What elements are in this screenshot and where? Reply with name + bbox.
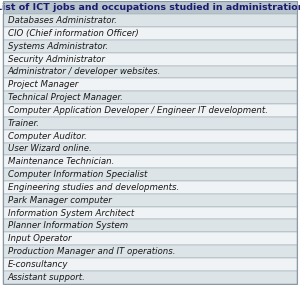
FancyBboxPatch shape [3,14,297,27]
FancyBboxPatch shape [3,130,297,142]
Text: Production Manager and IT operations.: Production Manager and IT operations. [8,247,175,256]
FancyBboxPatch shape [3,207,297,219]
Text: Administrator / developer websites.: Administrator / developer websites. [8,68,161,76]
FancyBboxPatch shape [3,40,297,53]
Text: Computer Information Specialist: Computer Information Specialist [8,170,147,179]
Text: Maintenance Technician.: Maintenance Technician. [8,157,114,166]
FancyBboxPatch shape [3,27,297,40]
FancyBboxPatch shape [3,258,297,271]
FancyBboxPatch shape [3,219,297,232]
FancyBboxPatch shape [3,66,297,78]
Text: Technical Project Manager.: Technical Project Manager. [8,93,122,102]
Text: E-consultancy: E-consultancy [8,260,68,269]
Text: Input Operator: Input Operator [8,234,71,243]
FancyBboxPatch shape [3,117,297,130]
Text: Engineering studies and developments.: Engineering studies and developments. [8,183,179,192]
Text: Planner Information System: Planner Information System [8,221,127,230]
Text: Computer Application Developer / Engineer IT development.: Computer Application Developer / Enginee… [8,106,268,115]
FancyBboxPatch shape [3,104,297,117]
FancyBboxPatch shape [3,78,297,91]
Text: User Wizard online.: User Wizard online. [8,144,91,153]
FancyBboxPatch shape [3,155,297,168]
FancyBboxPatch shape [3,142,297,155]
FancyBboxPatch shape [3,181,297,194]
FancyBboxPatch shape [3,168,297,181]
Text: Databases Administrator.: Databases Administrator. [8,16,116,25]
FancyBboxPatch shape [3,91,297,104]
FancyBboxPatch shape [3,194,297,207]
Text: Assistant support.: Assistant support. [8,273,85,282]
FancyBboxPatch shape [3,245,297,258]
FancyBboxPatch shape [3,1,297,14]
Text: Information System Architect: Information System Architect [8,209,134,217]
Text: Project Manager: Project Manager [8,80,78,89]
Text: Park Manager computer: Park Manager computer [8,196,111,205]
Text: Computer Auditor.: Computer Auditor. [8,132,86,141]
Text: List of ICT jobs and occupations studied in administration: List of ICT jobs and occupations studied… [0,3,300,12]
FancyBboxPatch shape [3,53,297,66]
Text: Systems Administrator.: Systems Administrator. [8,42,108,51]
FancyBboxPatch shape [3,232,297,245]
Text: CIO (Chief information Officer): CIO (Chief information Officer) [8,29,138,38]
FancyBboxPatch shape [3,271,297,284]
Text: Trainer.: Trainer. [8,119,40,128]
Text: Security Administrator: Security Administrator [8,55,104,64]
